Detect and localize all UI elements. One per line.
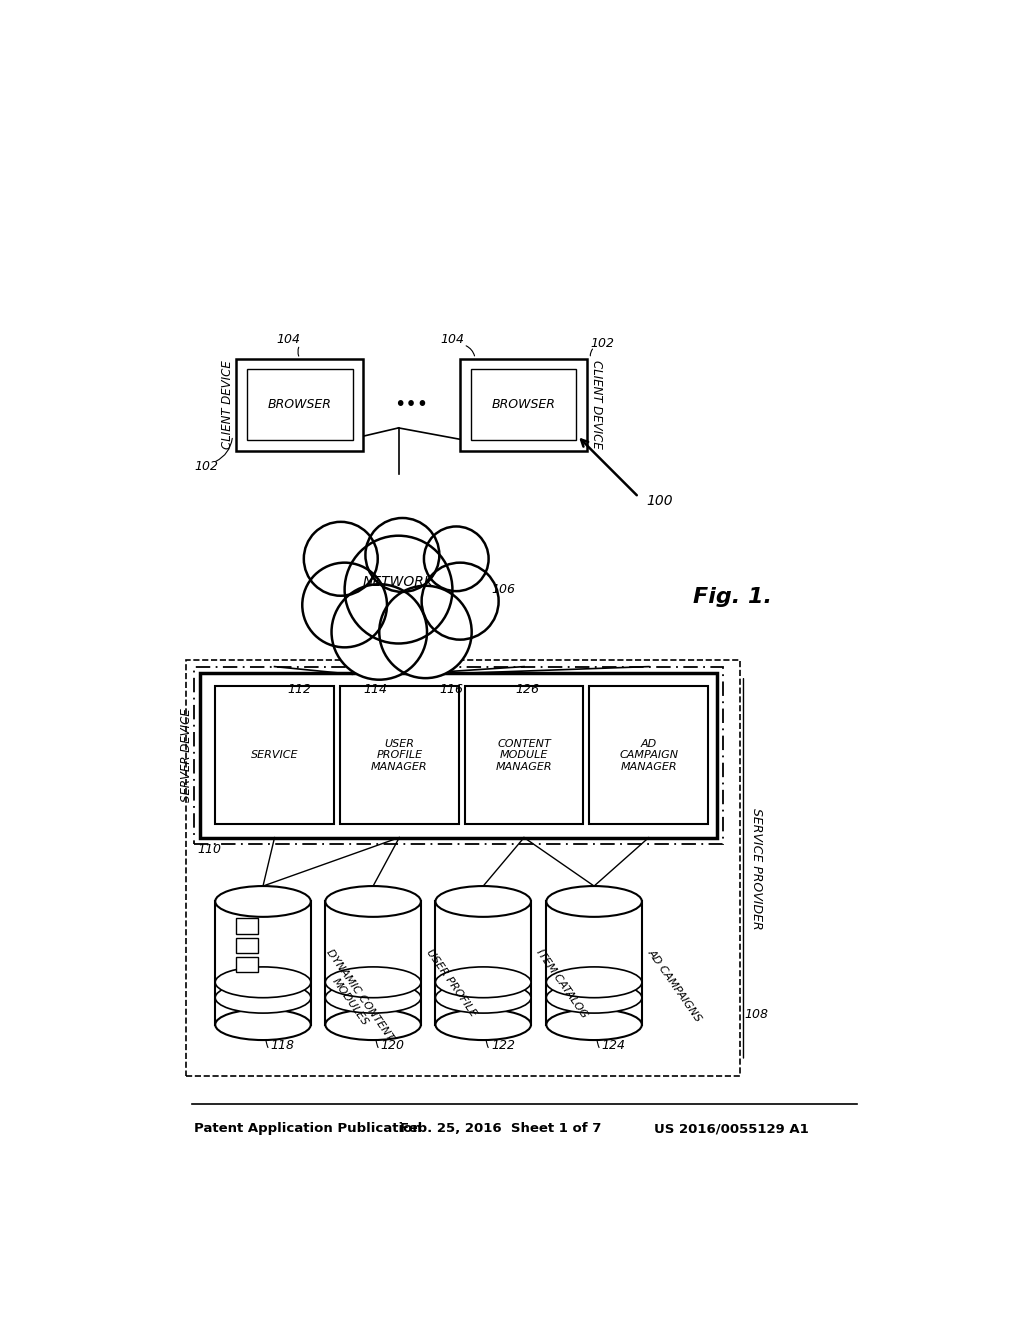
Ellipse shape — [215, 968, 310, 998]
Bar — [215, 686, 334, 825]
Bar — [340, 686, 459, 825]
Text: 124: 124 — [602, 1039, 626, 1052]
Bar — [186, 660, 740, 1076]
Text: 106: 106 — [490, 583, 515, 597]
Ellipse shape — [326, 1010, 421, 1040]
Bar — [460, 359, 587, 451]
Text: 108: 108 — [744, 1008, 768, 1022]
Ellipse shape — [435, 1010, 531, 1040]
Text: BROWSER: BROWSER — [268, 399, 332, 412]
Text: Feb. 25, 2016  Sheet 1 of 7: Feb. 25, 2016 Sheet 1 of 7 — [400, 1122, 601, 1135]
Circle shape — [345, 536, 453, 644]
Ellipse shape — [215, 1010, 310, 1040]
Text: Fig. 1.: Fig. 1. — [692, 587, 772, 607]
Text: 102: 102 — [591, 337, 614, 350]
Text: CONTENT
MODULE
MANAGER: CONTENT MODULE MANAGER — [496, 739, 552, 772]
Text: SERVER DEVICE: SERVER DEVICE — [179, 709, 193, 803]
Text: 112: 112 — [288, 684, 311, 696]
Bar — [590, 686, 708, 825]
Circle shape — [379, 586, 472, 678]
Text: SERVICE: SERVICE — [251, 750, 298, 760]
Text: 102: 102 — [195, 461, 218, 474]
Text: Patent Application Publication: Patent Application Publication — [194, 1122, 422, 1135]
Circle shape — [332, 585, 427, 680]
Text: CLIENT DEVICE: CLIENT DEVICE — [590, 360, 602, 449]
Text: 100: 100 — [646, 494, 673, 508]
Bar — [237, 937, 258, 953]
Ellipse shape — [326, 982, 421, 1014]
Bar — [470, 370, 577, 441]
Text: AD CAMPAIGNS: AD CAMPAIGNS — [646, 948, 703, 1024]
Bar — [237, 957, 258, 973]
Circle shape — [366, 517, 439, 591]
Circle shape — [424, 527, 488, 591]
Text: 120: 120 — [381, 1039, 404, 1052]
Circle shape — [302, 562, 387, 647]
Ellipse shape — [547, 982, 642, 1014]
Polygon shape — [547, 902, 642, 1024]
Text: 122: 122 — [490, 1039, 515, 1052]
Text: CLIENT DEVICE: CLIENT DEVICE — [221, 360, 233, 449]
Text: ITEM CATALOG: ITEM CATALOG — [535, 948, 590, 1020]
Ellipse shape — [435, 982, 531, 1014]
Bar — [465, 686, 584, 825]
Text: 126: 126 — [515, 684, 539, 696]
Bar — [194, 667, 724, 843]
Text: US 2016/0055129 A1: US 2016/0055129 A1 — [654, 1122, 809, 1135]
Ellipse shape — [215, 886, 310, 917]
Ellipse shape — [547, 1010, 642, 1040]
Text: 114: 114 — [364, 684, 387, 696]
Bar — [247, 370, 352, 441]
Text: DYNAMIC CONTENT
MODULES: DYNAMIC CONTENT MODULES — [314, 948, 395, 1049]
Text: NETWORK: NETWORK — [364, 576, 434, 589]
Bar — [237, 919, 258, 933]
Circle shape — [304, 521, 378, 595]
Text: 104: 104 — [440, 333, 464, 346]
Text: 110: 110 — [198, 843, 221, 855]
Polygon shape — [215, 902, 310, 1024]
Ellipse shape — [326, 886, 421, 917]
Ellipse shape — [435, 968, 531, 998]
Ellipse shape — [547, 886, 642, 917]
Text: AD
CAMPAIGN
MANAGER: AD CAMPAIGN MANAGER — [620, 739, 678, 772]
Text: BROWSER: BROWSER — [492, 399, 555, 412]
Polygon shape — [435, 902, 531, 1024]
Ellipse shape — [326, 968, 421, 998]
Text: USER PROFILE: USER PROFILE — [425, 948, 478, 1019]
Ellipse shape — [215, 982, 310, 1014]
Text: •••: ••• — [394, 395, 429, 414]
Ellipse shape — [435, 886, 531, 917]
Ellipse shape — [547, 968, 642, 998]
Text: 116: 116 — [439, 684, 463, 696]
Bar — [200, 673, 717, 838]
Bar — [237, 359, 364, 451]
Text: 104: 104 — [276, 333, 300, 346]
Polygon shape — [326, 902, 421, 1024]
Text: USER
PROFILE
MANAGER: USER PROFILE MANAGER — [371, 739, 428, 772]
Text: 118: 118 — [270, 1039, 295, 1052]
Circle shape — [422, 562, 499, 640]
Text: SERVICE PROVIDER: SERVICE PROVIDER — [750, 808, 763, 929]
